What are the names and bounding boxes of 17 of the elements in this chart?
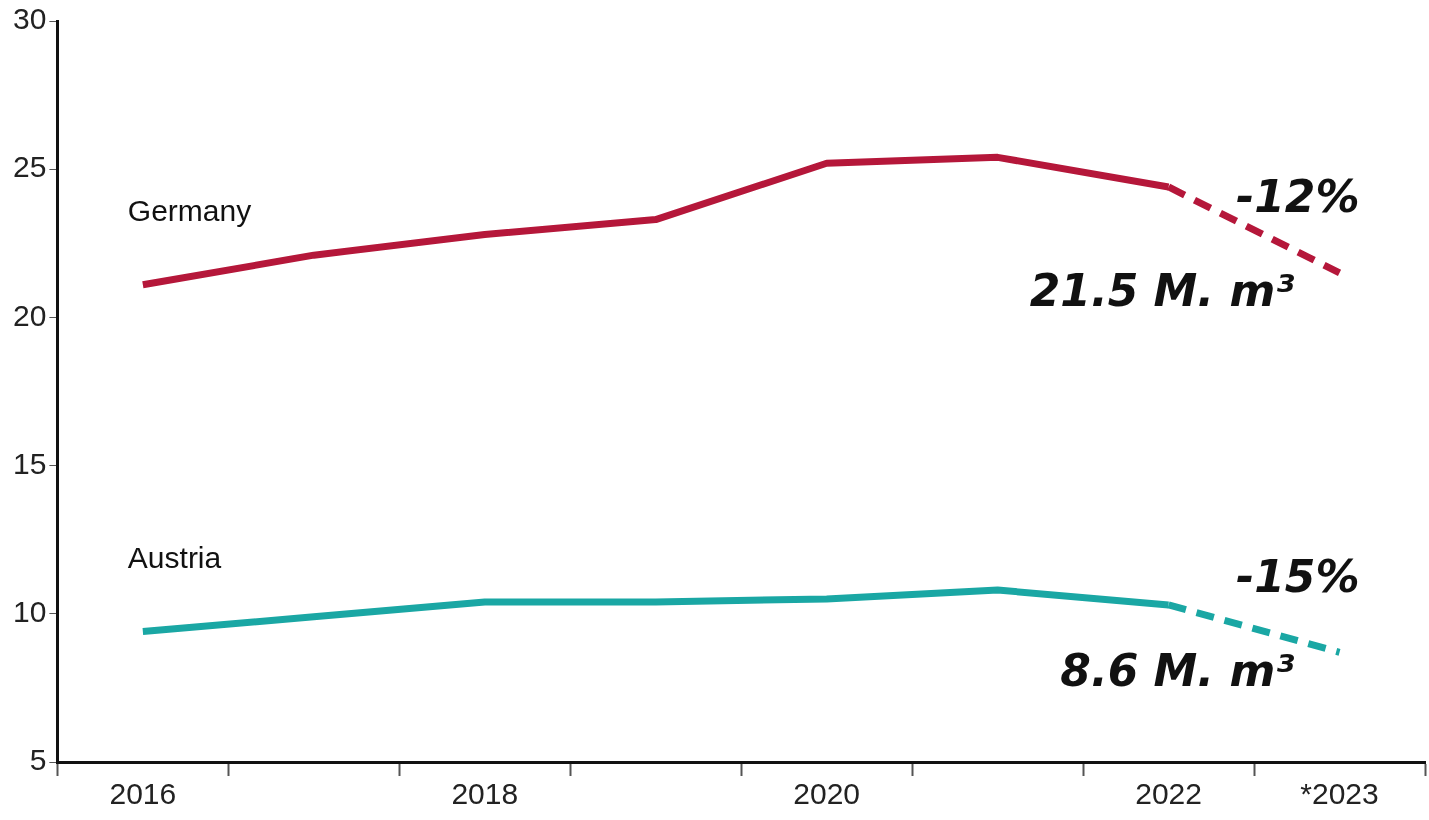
annotation: 8.6 M. m³ [1060, 644, 1295, 696]
y-tick-label: 25 [12, 150, 47, 184]
y-tick-label: 10 [12, 595, 47, 629]
y-tick-label: 15 [12, 446, 47, 480]
x-tick-label: *2023 [1300, 777, 1379, 811]
y-tick-label: 5 [29, 743, 47, 777]
x-tick-label: 2018 [451, 777, 519, 811]
x-tick-label: 2022 [1135, 777, 1202, 811]
y-tick-label: 30 [12, 2, 47, 36]
x-tick-label: 2020 [793, 777, 861, 811]
series-label: Austria [127, 540, 222, 574]
annotation: -12% [1235, 171, 1360, 223]
annotation: 21.5 M. m³ [1029, 265, 1295, 317]
annotation: -15% [1235, 550, 1360, 602]
y-tick-label: 20 [12, 298, 47, 332]
series-label: Germany [127, 194, 252, 228]
x-tick-label: 2016 [109, 777, 177, 811]
